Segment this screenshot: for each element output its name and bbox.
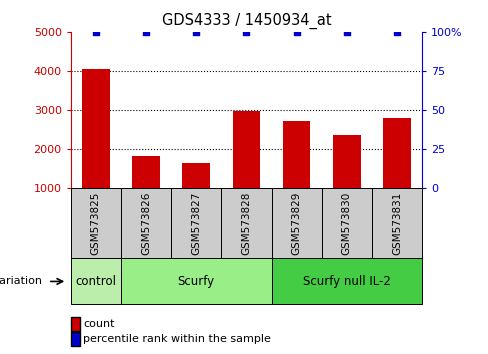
- Point: [92, 29, 100, 35]
- Bar: [71, 188, 121, 258]
- Bar: [322, 188, 372, 258]
- Bar: [271, 258, 422, 304]
- Point: [142, 29, 150, 35]
- Bar: [121, 188, 171, 258]
- Text: GSM573829: GSM573829: [292, 191, 302, 255]
- Point: [192, 29, 200, 35]
- Point: [293, 29, 301, 35]
- Bar: [71, 258, 121, 304]
- Text: control: control: [75, 275, 116, 288]
- Bar: [233, 110, 260, 188]
- Point: [343, 29, 351, 35]
- Text: GSM573825: GSM573825: [91, 191, 101, 255]
- Text: GSM573831: GSM573831: [392, 191, 402, 255]
- Text: percentile rank within the sample: percentile rank within the sample: [83, 334, 271, 344]
- Bar: [383, 118, 411, 188]
- Bar: [171, 188, 222, 258]
- Text: Scurfy: Scurfy: [178, 275, 215, 288]
- Title: GDS4333 / 1450934_at: GDS4333 / 1450934_at: [162, 13, 331, 29]
- Bar: [283, 121, 310, 188]
- Text: GSM573830: GSM573830: [342, 192, 352, 255]
- Text: GSM573827: GSM573827: [191, 191, 201, 255]
- Text: GSM573828: GSM573828: [242, 191, 251, 255]
- Bar: [183, 164, 210, 188]
- Bar: [82, 69, 110, 188]
- Text: GSM573826: GSM573826: [141, 191, 151, 255]
- Bar: [222, 188, 271, 258]
- Bar: [121, 258, 271, 304]
- Text: Scurfy null IL-2: Scurfy null IL-2: [303, 275, 391, 288]
- Point: [243, 29, 250, 35]
- Text: count: count: [83, 319, 115, 329]
- Bar: [132, 156, 160, 188]
- Text: genotype/variation: genotype/variation: [0, 276, 42, 286]
- Bar: [372, 188, 422, 258]
- Point: [393, 29, 401, 35]
- Bar: [271, 188, 322, 258]
- Bar: [333, 135, 361, 188]
